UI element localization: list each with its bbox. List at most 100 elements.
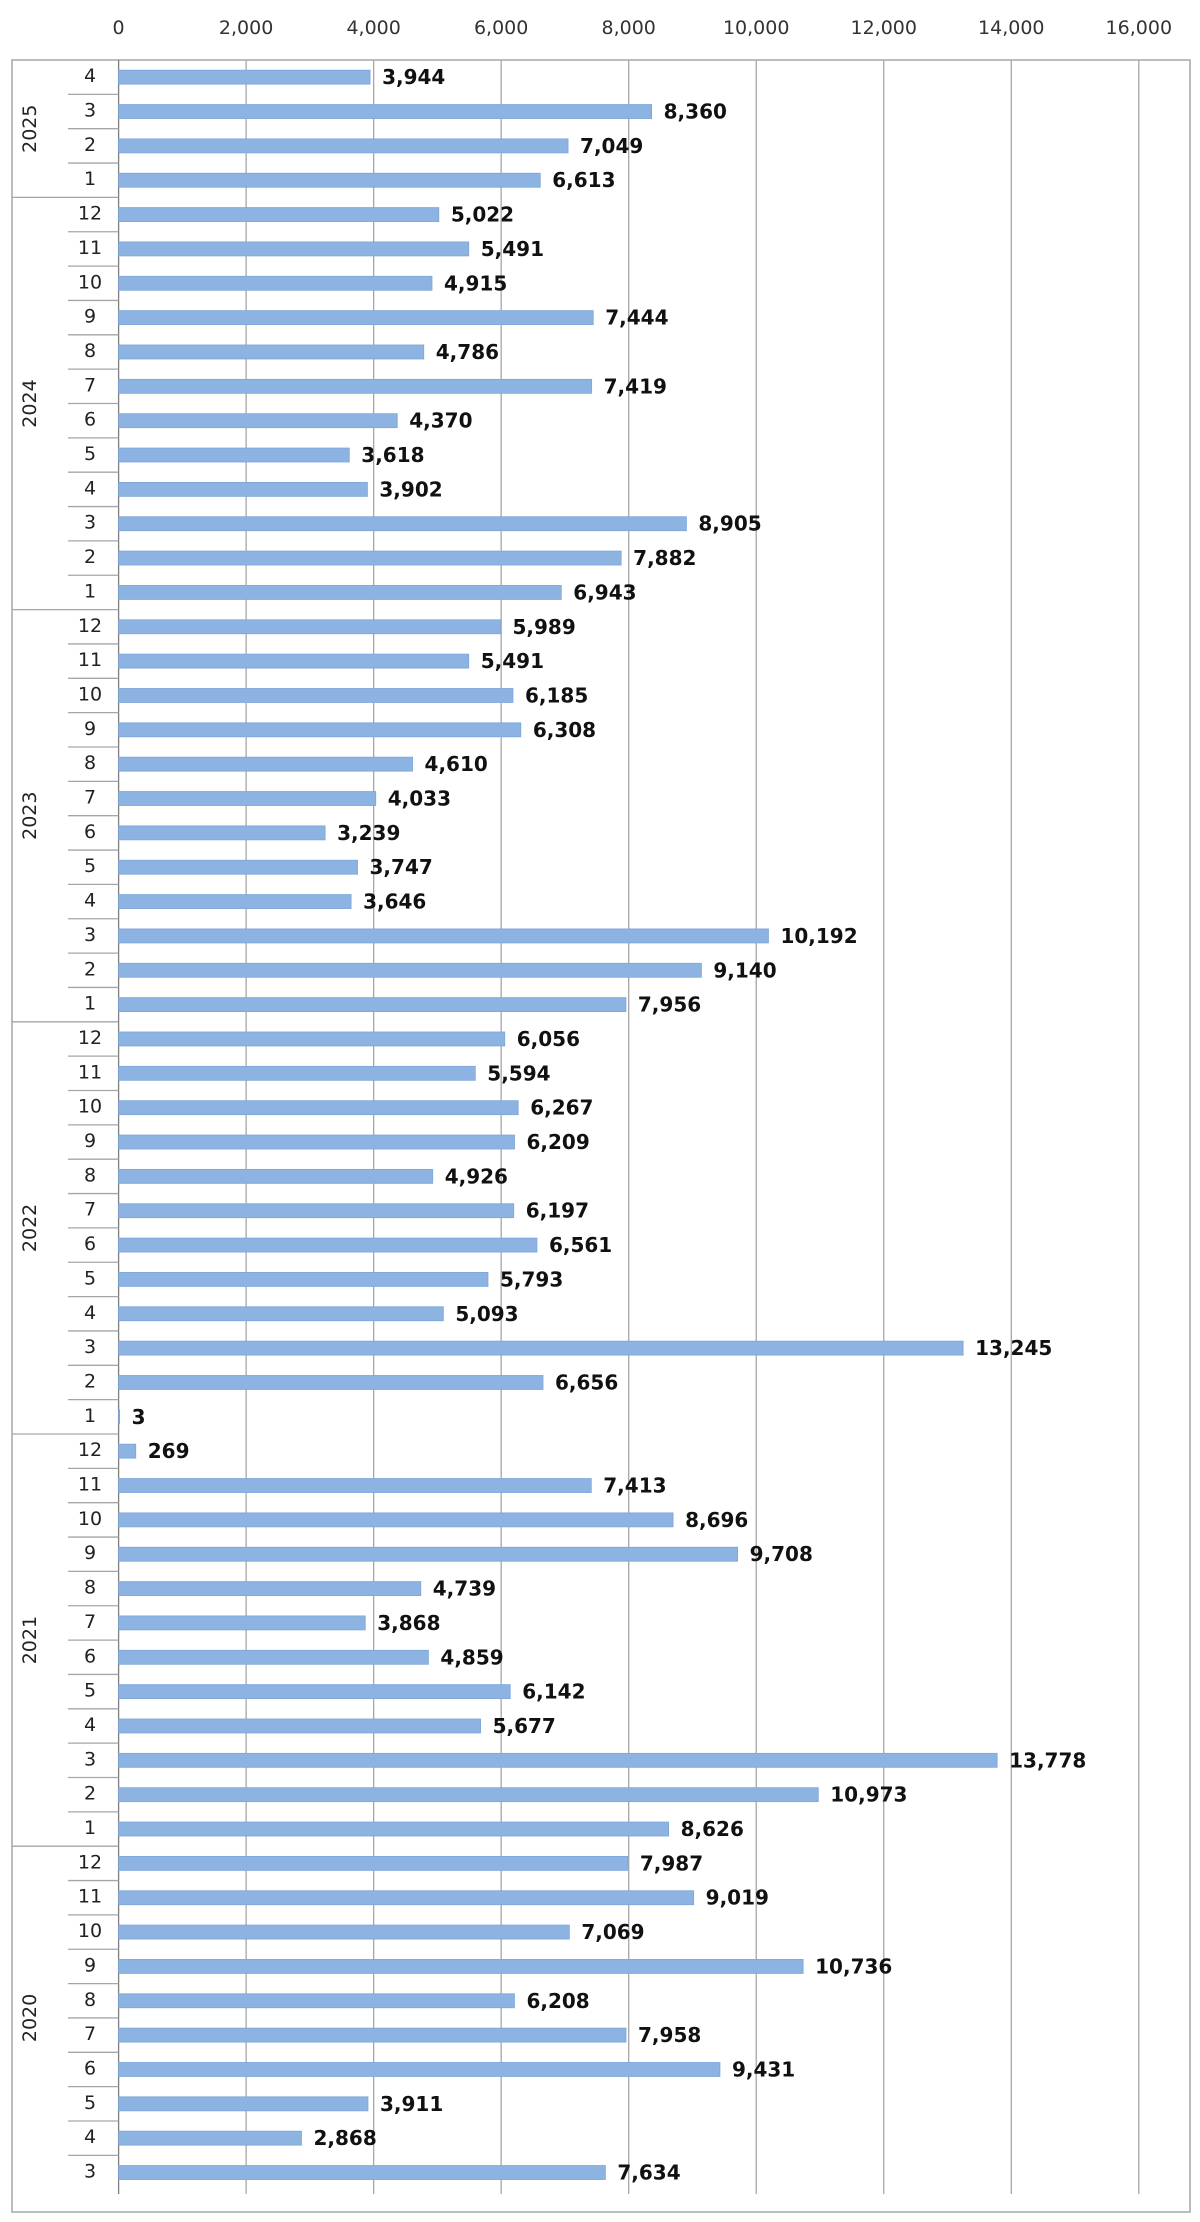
data-label: 6,185 bbox=[525, 683, 588, 707]
bar bbox=[118, 1306, 444, 1322]
data-label: 3,747 bbox=[370, 855, 433, 879]
x-tick-label: 10,000 bbox=[723, 17, 789, 39]
x-tick-label: 6,000 bbox=[474, 17, 528, 39]
x-tick-label: 12,000 bbox=[851, 17, 917, 39]
month-label: 12 bbox=[78, 1851, 102, 1873]
data-label: 5,594 bbox=[487, 1061, 550, 1085]
month-label: 5 bbox=[84, 443, 96, 465]
month-label: 7 bbox=[84, 1199, 96, 1221]
month-label: 3 bbox=[84, 2161, 96, 2183]
bar bbox=[118, 1581, 422, 1596]
month-label: 5 bbox=[84, 1680, 96, 1702]
month-label: 11 bbox=[78, 649, 102, 671]
bar bbox=[118, 997, 627, 1013]
month-label: 9 bbox=[84, 1954, 96, 1976]
month-label: 12 bbox=[78, 1027, 102, 1049]
month-label: 9 bbox=[84, 718, 96, 740]
data-label: 7,634 bbox=[617, 2161, 680, 2185]
bar bbox=[118, 928, 769, 944]
bar bbox=[118, 1375, 544, 1390]
bar bbox=[118, 207, 440, 222]
month-label: 9 bbox=[84, 1542, 96, 1564]
bar bbox=[118, 1924, 570, 1940]
month-label: 11 bbox=[78, 1061, 102, 1083]
month-label: 4 bbox=[84, 1714, 96, 1736]
data-label: 9,140 bbox=[713, 958, 776, 982]
data-label: 6,056 bbox=[517, 1027, 580, 1051]
bar bbox=[118, 481, 368, 497]
month-label: 6 bbox=[84, 2057, 96, 2079]
month-label: 12 bbox=[78, 203, 102, 225]
x-tick-label: 0 bbox=[113, 17, 125, 39]
data-label: 9,431 bbox=[732, 2057, 795, 2081]
month-label: 2 bbox=[84, 958, 96, 980]
month-label: 9 bbox=[84, 1130, 96, 1152]
data-label: 7,419 bbox=[604, 374, 667, 398]
month-label: 12 bbox=[78, 615, 102, 637]
bar bbox=[118, 1272, 489, 1287]
month-label: 6 bbox=[84, 409, 96, 431]
bar bbox=[118, 413, 398, 429]
month-label: 11 bbox=[78, 237, 102, 259]
x-tick-label: 16,000 bbox=[1106, 17, 1172, 39]
data-label: 6,208 bbox=[526, 1989, 589, 2013]
bar bbox=[118, 894, 352, 909]
month-label: 10 bbox=[78, 1508, 102, 1530]
month-label: 11 bbox=[78, 1886, 102, 1908]
bar bbox=[118, 447, 350, 463]
bar bbox=[118, 378, 593, 394]
data-label: 3,911 bbox=[380, 2092, 443, 2116]
month-label: 1 bbox=[84, 1405, 96, 1427]
bar bbox=[118, 962, 702, 978]
bar bbox=[118, 2027, 627, 2043]
year-label: 2021 bbox=[19, 1616, 41, 1664]
bar bbox=[118, 1787, 819, 1803]
data-label: 9,708 bbox=[750, 1542, 813, 1566]
month-label: 3 bbox=[84, 1748, 96, 1770]
month-label: 5 bbox=[84, 855, 96, 877]
data-label: 2,868 bbox=[313, 2126, 376, 2150]
month-label: 2 bbox=[84, 1370, 96, 1392]
bar bbox=[118, 1168, 434, 1184]
data-label: 4,610 bbox=[425, 752, 488, 776]
bar bbox=[118, 1718, 481, 1734]
month-label: 8 bbox=[84, 340, 96, 362]
bar bbox=[118, 275, 433, 291]
month-label: 2 bbox=[84, 546, 96, 568]
bar bbox=[118, 1203, 515, 1219]
data-label: 8,360 bbox=[664, 100, 727, 124]
bar bbox=[118, 1443, 137, 1459]
bar bbox=[118, 756, 413, 772]
month-label: 4 bbox=[84, 477, 96, 499]
bar bbox=[118, 344, 425, 360]
bar bbox=[118, 2165, 606, 2180]
month-label: 5 bbox=[84, 2092, 96, 2114]
bar bbox=[118, 1959, 804, 1974]
data-label: 5,022 bbox=[451, 203, 514, 227]
month-label: 2 bbox=[84, 1783, 96, 1805]
bar bbox=[118, 1065, 476, 1081]
bar bbox=[118, 688, 514, 703]
bar bbox=[118, 653, 470, 669]
data-label: 7,956 bbox=[638, 993, 701, 1017]
bar bbox=[118, 825, 326, 841]
data-label: 4,926 bbox=[445, 1164, 508, 1188]
year-label: 2023 bbox=[19, 792, 41, 840]
month-label: 6 bbox=[84, 1645, 96, 1667]
year-label: 2020 bbox=[19, 1994, 41, 2042]
bar bbox=[118, 791, 377, 806]
month-label: 6 bbox=[84, 821, 96, 843]
data-label: 6,561 bbox=[549, 1233, 612, 1257]
x-tick-label: 2,000 bbox=[219, 17, 273, 39]
data-label: 6,267 bbox=[530, 1096, 593, 1120]
bar bbox=[118, 585, 562, 600]
bar bbox=[118, 69, 371, 85]
x-tick-label: 8,000 bbox=[601, 17, 655, 39]
month-label: 1 bbox=[84, 993, 96, 1015]
month-label: 3 bbox=[84, 1336, 96, 1358]
bar bbox=[118, 310, 594, 326]
data-label: 6,142 bbox=[522, 1680, 585, 1704]
data-label: 3,239 bbox=[337, 821, 400, 845]
month-label: 3 bbox=[84, 512, 96, 534]
data-label: 4,859 bbox=[440, 1645, 503, 1669]
